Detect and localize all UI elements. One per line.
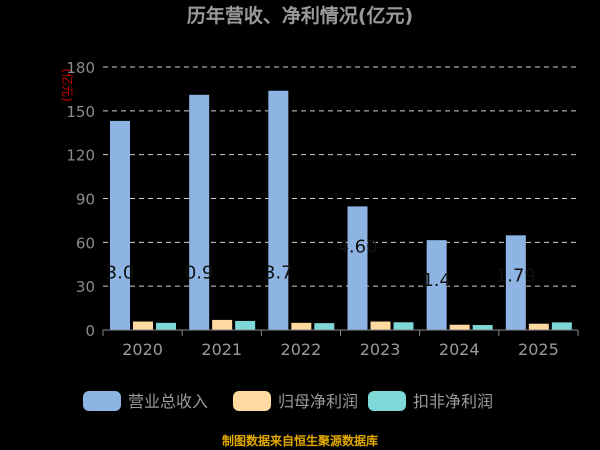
bar-归母净利润-2021 (212, 319, 233, 330)
bar-扣非净利润-2021 (235, 320, 256, 330)
bar-扣非净利润-2022 (314, 323, 335, 330)
bar-扣非净利润-2025 (551, 322, 572, 330)
y-tick-label: 30 (76, 278, 95, 296)
bar-归母净利润-2024 (449, 324, 470, 330)
bar-扣非净利润-2023 (393, 322, 414, 330)
x-tick-label: 2020 (122, 340, 163, 359)
bar-value-label: 1.79 (496, 265, 536, 286)
bar-value-label: 0.9 (185, 262, 214, 283)
y-axis-label: (亿元) (60, 68, 75, 101)
y-tick-label: 180 (66, 59, 95, 77)
bar-营业总收入-2023 (347, 206, 368, 330)
bar-营业总收入-2020 (110, 120, 130, 330)
legend-swatch (368, 391, 406, 411)
y-tick-label: 60 (76, 234, 95, 252)
bar-value-label: 4.60 (337, 236, 377, 257)
y-tick-label: 0 (85, 322, 95, 340)
bar-营业总收入-2021 (189, 94, 210, 331)
x-tick-label: 2021 (201, 340, 242, 359)
legend-swatch (233, 391, 271, 411)
bar-营业总收入-2025 (505, 235, 526, 330)
x-tick-label: 2025 (518, 340, 559, 359)
chart-title: 历年营收、净利情况(亿元) (187, 4, 413, 27)
legend-swatch (83, 391, 121, 411)
x-tick-label: 2023 (360, 340, 401, 359)
y-tick-label: 120 (66, 147, 95, 165)
bar-value-label: 3.7 (264, 262, 293, 283)
x-tick-label: 2022 (281, 340, 322, 359)
bar-归母净利润-2022 (291, 322, 312, 330)
bar-归母净利润-2025 (528, 323, 549, 330)
bar-营业总收入-2024 (426, 240, 447, 330)
y-tick-label: 90 (76, 191, 95, 209)
bar-value-label: 1.4 (422, 270, 451, 291)
y-tick-label: 150 (66, 103, 95, 121)
bar-归母净利润-2020 (133, 321, 153, 330)
legend-label: 营业总收入 (128, 392, 208, 411)
bar-归母净利润-2023 (370, 321, 391, 330)
bar-营业总收入-2022 (268, 90, 289, 330)
bar-value-label: 3.0 (106, 262, 135, 283)
bar-扣非净利润-2024 (472, 325, 493, 330)
data-source-note: 制图数据来自恒生聚源数据库 (221, 434, 378, 448)
legend-label: 归母净利润 (278, 392, 358, 411)
legend-label: 扣非净利润 (413, 392, 493, 411)
bar-扣非净利润-2020 (156, 322, 176, 330)
x-tick-label: 2024 (439, 340, 480, 359)
